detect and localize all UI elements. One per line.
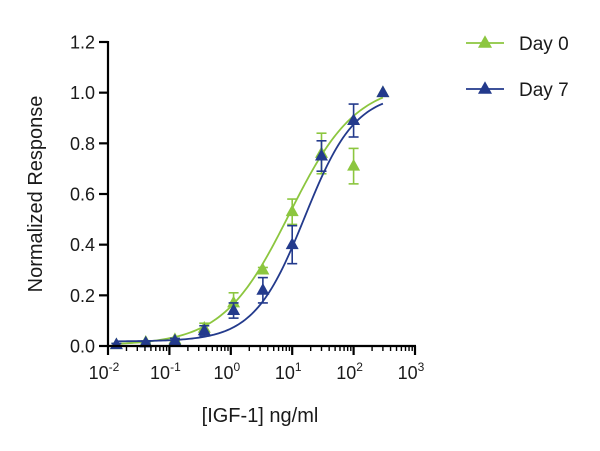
x-tick-label: 10-2 [89,360,120,383]
data-point-triangle [139,335,153,348]
x-tick-label: 101 [275,360,302,383]
data-point-triangle [376,85,390,98]
y-tick-label: 1.0 [70,83,95,103]
data-point-triangle [197,323,211,336]
x-tick-label: 103 [398,360,425,383]
plot-area [109,85,390,350]
y-tick-label: 0.0 [70,337,95,357]
fit-curve-series-1 [116,96,384,345]
data-point-triangle [168,333,182,346]
y-tick-label: 0.6 [70,185,95,205]
legend: Day 0 Day 7 [466,34,569,101]
data-point-triangle [256,283,270,295]
legend-label: Day 7 [519,80,569,101]
data-point-triangle [285,204,299,217]
data-point-triangle [347,113,361,125]
data-point-triangle [285,237,299,250]
legend-marker-triangle [478,35,492,48]
y-axis-title: Normalized Response [25,96,47,293]
y-tick-label: 0.4 [70,235,95,255]
x-axis-title: [IGF-1] ng/ml [202,405,319,427]
data-point-triangle [314,148,328,161]
y-tick-label: 1.2 [70,33,95,53]
legend-marker-triangle [478,81,492,94]
data-point-triangle [227,295,241,308]
x-tick-label: 102 [336,360,363,383]
x-tick-label: 10-1 [150,360,181,383]
data-point-triangle [227,303,241,315]
data-point-triangle [256,262,270,275]
axes: 0.0 0.2 0.4 0.6 0.8 1.0 1.2 10-2 10-1 100 101 102 10… [70,33,425,384]
x-tick-label: 100 [213,360,240,383]
fit-curve-series-2 [116,102,384,343]
y-tick-label: 0.8 [70,134,95,154]
data-point-triangle [347,158,361,171]
y-tick-label: 0.2 [70,286,95,306]
legend-label: Day 0 [519,34,569,55]
